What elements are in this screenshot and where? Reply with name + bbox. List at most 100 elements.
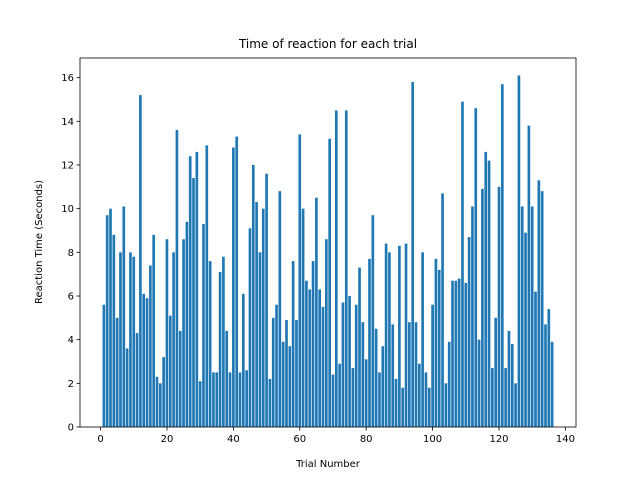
bar xyxy=(301,208,305,427)
bar xyxy=(514,383,517,427)
bar xyxy=(527,125,531,427)
x-tick-label: 140 xyxy=(556,434,575,445)
bar xyxy=(404,243,408,427)
bar xyxy=(325,239,328,427)
bar xyxy=(434,258,438,427)
bar xyxy=(291,261,295,427)
x-tick-label: 60 xyxy=(293,434,306,445)
bar xyxy=(394,378,398,427)
bar xyxy=(497,186,501,427)
bar xyxy=(388,252,391,427)
bar xyxy=(447,341,451,427)
bar xyxy=(172,252,175,427)
bar xyxy=(464,282,468,427)
bar xyxy=(550,341,554,427)
bar xyxy=(398,245,401,427)
bar xyxy=(178,330,182,427)
bar xyxy=(487,160,491,427)
bar xyxy=(265,173,268,427)
bar xyxy=(218,271,222,427)
bar xyxy=(255,202,258,427)
bar xyxy=(451,280,454,427)
bar xyxy=(155,376,159,427)
x-tick-label: 80 xyxy=(360,434,373,445)
y-tick-label: 10 xyxy=(61,204,74,215)
bar xyxy=(444,383,448,427)
bar xyxy=(331,374,335,427)
x-tick-label: 120 xyxy=(489,434,508,445)
bar xyxy=(540,191,544,427)
y-axis-label: Reaction Time (Seconds) xyxy=(34,180,45,304)
bar xyxy=(185,221,189,427)
bar xyxy=(494,317,498,427)
bar xyxy=(268,378,272,427)
bar xyxy=(334,110,338,427)
bar xyxy=(152,234,156,427)
bar xyxy=(132,256,136,427)
bar xyxy=(348,295,351,427)
y-tick-label: 8 xyxy=(68,248,74,259)
bar xyxy=(378,372,381,427)
bar xyxy=(308,289,312,427)
bar xyxy=(135,333,139,427)
bar xyxy=(198,381,202,427)
bar xyxy=(421,252,424,427)
bar xyxy=(235,136,239,427)
bar xyxy=(288,346,292,427)
bar xyxy=(371,215,375,427)
bar xyxy=(517,75,521,427)
bar xyxy=(295,320,298,427)
bar xyxy=(188,156,192,427)
bar xyxy=(208,261,212,427)
bar xyxy=(162,357,165,427)
x-axis-label: Trial Number xyxy=(295,459,361,470)
bar xyxy=(271,317,275,427)
bar xyxy=(454,280,458,427)
bar xyxy=(427,387,431,427)
bar xyxy=(441,193,444,427)
bar xyxy=(524,232,527,427)
bar xyxy=(484,151,488,427)
y-tick-label: 16 xyxy=(61,73,74,84)
y-tick-label: 6 xyxy=(68,291,74,302)
y-tick-label: 12 xyxy=(61,160,74,171)
bar xyxy=(457,278,461,427)
bar xyxy=(158,383,162,427)
bar xyxy=(305,280,308,427)
bar xyxy=(431,304,434,427)
x-tick-label: 0 xyxy=(97,434,103,445)
bar xyxy=(471,206,474,427)
bar xyxy=(245,370,248,427)
bar xyxy=(364,359,368,427)
bar xyxy=(477,339,481,427)
bar xyxy=(238,372,242,427)
bar xyxy=(228,372,232,427)
bar xyxy=(145,298,149,427)
bar xyxy=(258,252,262,427)
bar xyxy=(105,215,109,427)
bar xyxy=(182,239,185,427)
bar xyxy=(215,372,219,427)
bar xyxy=(474,108,478,427)
bar xyxy=(361,322,365,427)
bar xyxy=(500,84,504,428)
bar xyxy=(212,372,215,427)
y-tick-label: 4 xyxy=(68,335,74,346)
chart-title: Time of reaction for each trial xyxy=(238,37,417,51)
bar xyxy=(242,293,245,427)
bar xyxy=(119,252,122,427)
bar xyxy=(285,320,288,427)
bar xyxy=(112,234,116,427)
bar xyxy=(195,151,199,427)
bar xyxy=(338,363,341,427)
bar xyxy=(139,95,142,427)
bar xyxy=(547,309,551,427)
bar xyxy=(510,344,514,427)
bar xyxy=(504,368,507,427)
bar xyxy=(165,239,169,427)
bar xyxy=(381,346,385,427)
bar xyxy=(142,293,146,427)
bar xyxy=(311,261,315,427)
x-tick-label: 40 xyxy=(227,434,240,445)
